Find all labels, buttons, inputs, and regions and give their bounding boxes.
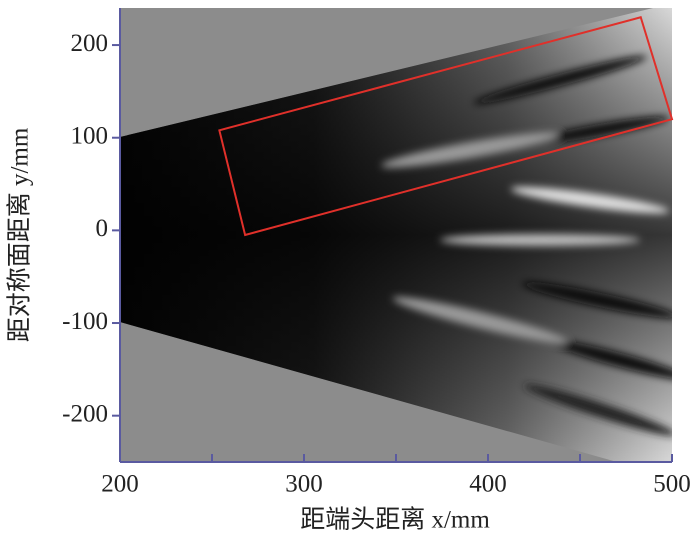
y-tick-label: -200 — [62, 400, 108, 427]
region-box — [218, 16, 674, 237]
x-tick-label: 300 — [285, 471, 323, 498]
x-axis-label: 距端头距离 x/mm — [300, 506, 490, 534]
y-tick-label: -100 — [62, 308, 108, 335]
y-axis-label: 距对称面距离 y/mm — [6, 127, 34, 342]
y-tick-label: 100 — [71, 122, 109, 149]
wedge-core — [120, 8, 672, 462]
streaks — [381, 55, 672, 436]
flow-image — [120, 8, 672, 462]
overlay: 200 300 400 500 -200 -100 0 100 200 — [62, 8, 691, 498]
x-tick-label: 200 — [101, 471, 139, 498]
y-tick-label: 200 — [71, 30, 109, 57]
x-tick-label: 500 — [653, 471, 691, 498]
y-tick-label: 0 — [96, 215, 109, 242]
x-tick-label: 400 — [469, 471, 507, 498]
